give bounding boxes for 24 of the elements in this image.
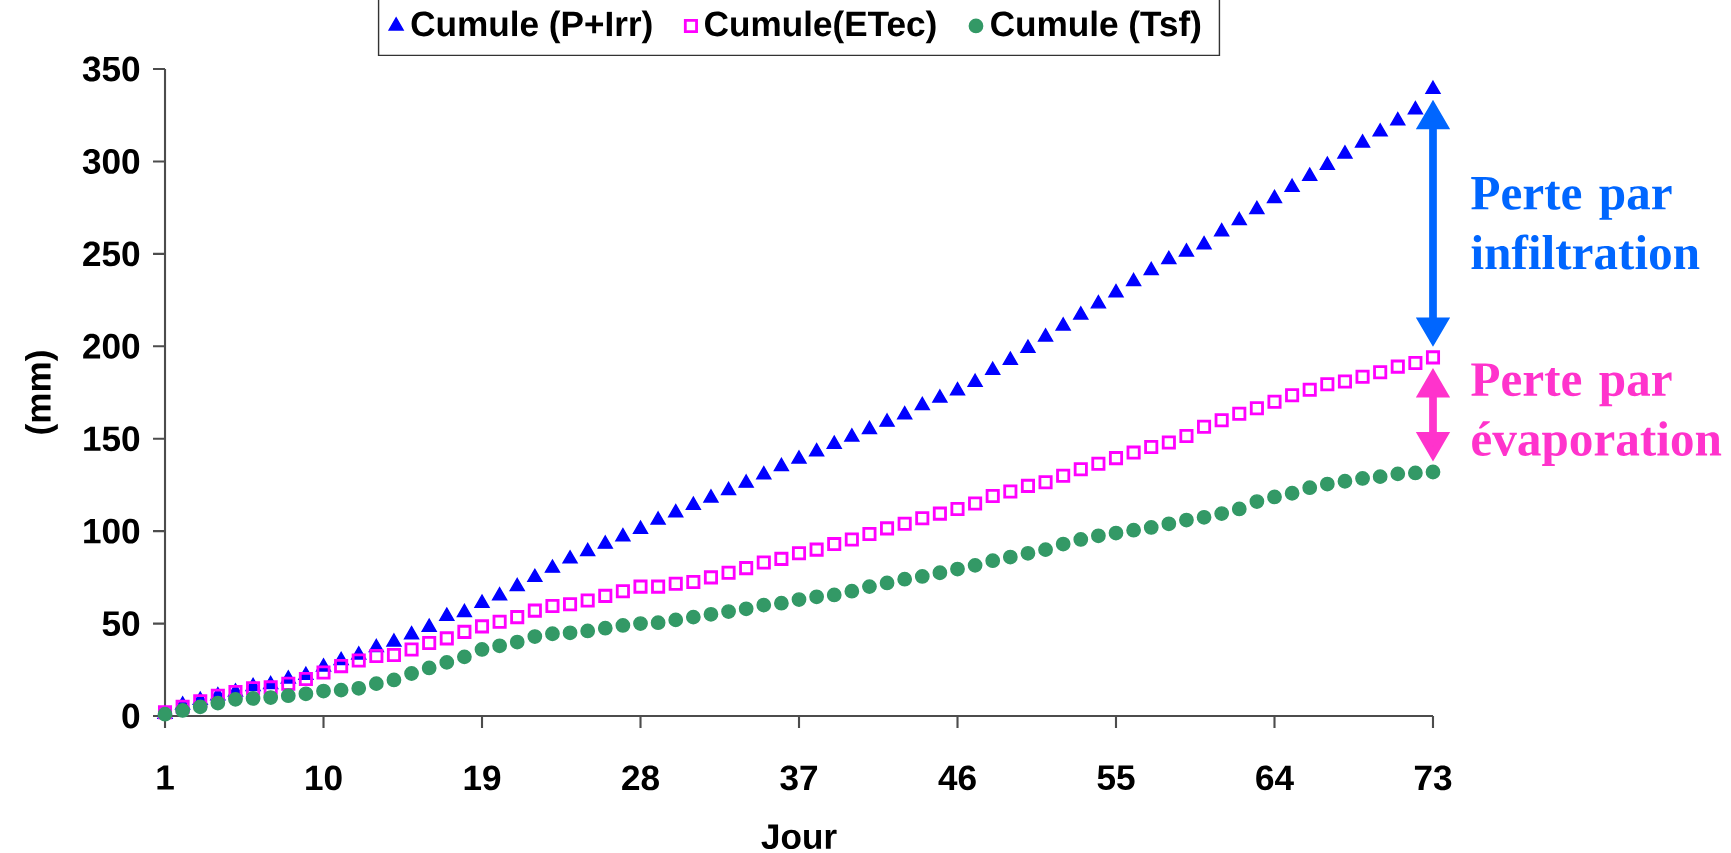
x-tick-label: 10 [306, 765, 342, 791]
y-tick-label: 250 [83, 241, 140, 267]
y-tick-label: 200 [83, 333, 140, 359]
legend-label: Cumule (P+Irr) [411, 10, 652, 44]
x-tick-label: 55 [1097, 765, 1135, 790]
y-tick-label: 100 [84, 518, 140, 544]
x-tick-label: 28 [622, 765, 659, 791]
x-axis-title: Jour [761, 824, 837, 849]
y-tick-label: 0 [122, 703, 140, 729]
x-tick-label: 37 [780, 765, 818, 791]
x-tick-label: 1 [157, 765, 174, 790]
text: Perte par infiltration [1471, 177, 1700, 270]
x-tick-label: 64 [1256, 765, 1294, 791]
y-tick-label: 300 [82, 149, 140, 174]
x-tick-label: 73 [1414, 765, 1452, 791]
y-tick-label: 150 [84, 426, 140, 452]
legend-label: Cumule(ETec) [705, 10, 936, 44]
y-tick-label: 350 [82, 56, 140, 82]
legend-label: Cumule (Tsf) [991, 10, 1201, 44]
text: Perte par évaporation [1471, 363, 1722, 466]
y-axis-title: (mm) [25, 351, 58, 434]
x-tick-label: 46 [938, 765, 976, 791]
y-tick-label: 50 [102, 611, 140, 637]
x-tick-label: 19 [464, 765, 501, 791]
